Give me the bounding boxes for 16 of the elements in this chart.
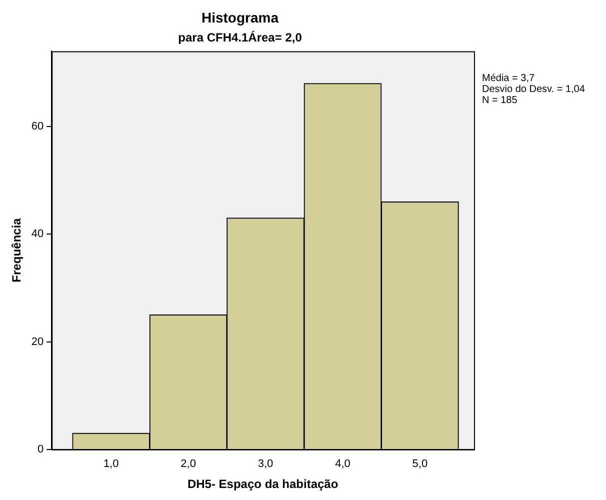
x-tick-label: 1,0: [103, 458, 119, 470]
x-tick-label: 2,0: [180, 458, 196, 470]
x-tick-label: 4,0: [335, 458, 350, 470]
chart-title: Histograma: [201, 9, 279, 26]
chart-subtitle: para CFH4.1Área= 2,0: [178, 30, 302, 44]
y-tick-label: 60: [31, 120, 44, 133]
text: Média = 3,7: [482, 72, 535, 84]
text: N = 185: [482, 94, 518, 106]
y-tick-label: 20: [31, 336, 44, 348]
text: Desvio do Desv. = 1,04: [482, 84, 586, 95]
x-tick-label: 5,0: [412, 458, 428, 470]
x-tick-label: 3,0: [258, 458, 274, 470]
x-axis-title: DH5- Espaço da habitação: [187, 477, 338, 492]
y-tick-label: 40: [31, 228, 44, 240]
y-tick-label: 0: [38, 443, 44, 456]
y-axis-title: Frequência: [10, 218, 24, 282]
